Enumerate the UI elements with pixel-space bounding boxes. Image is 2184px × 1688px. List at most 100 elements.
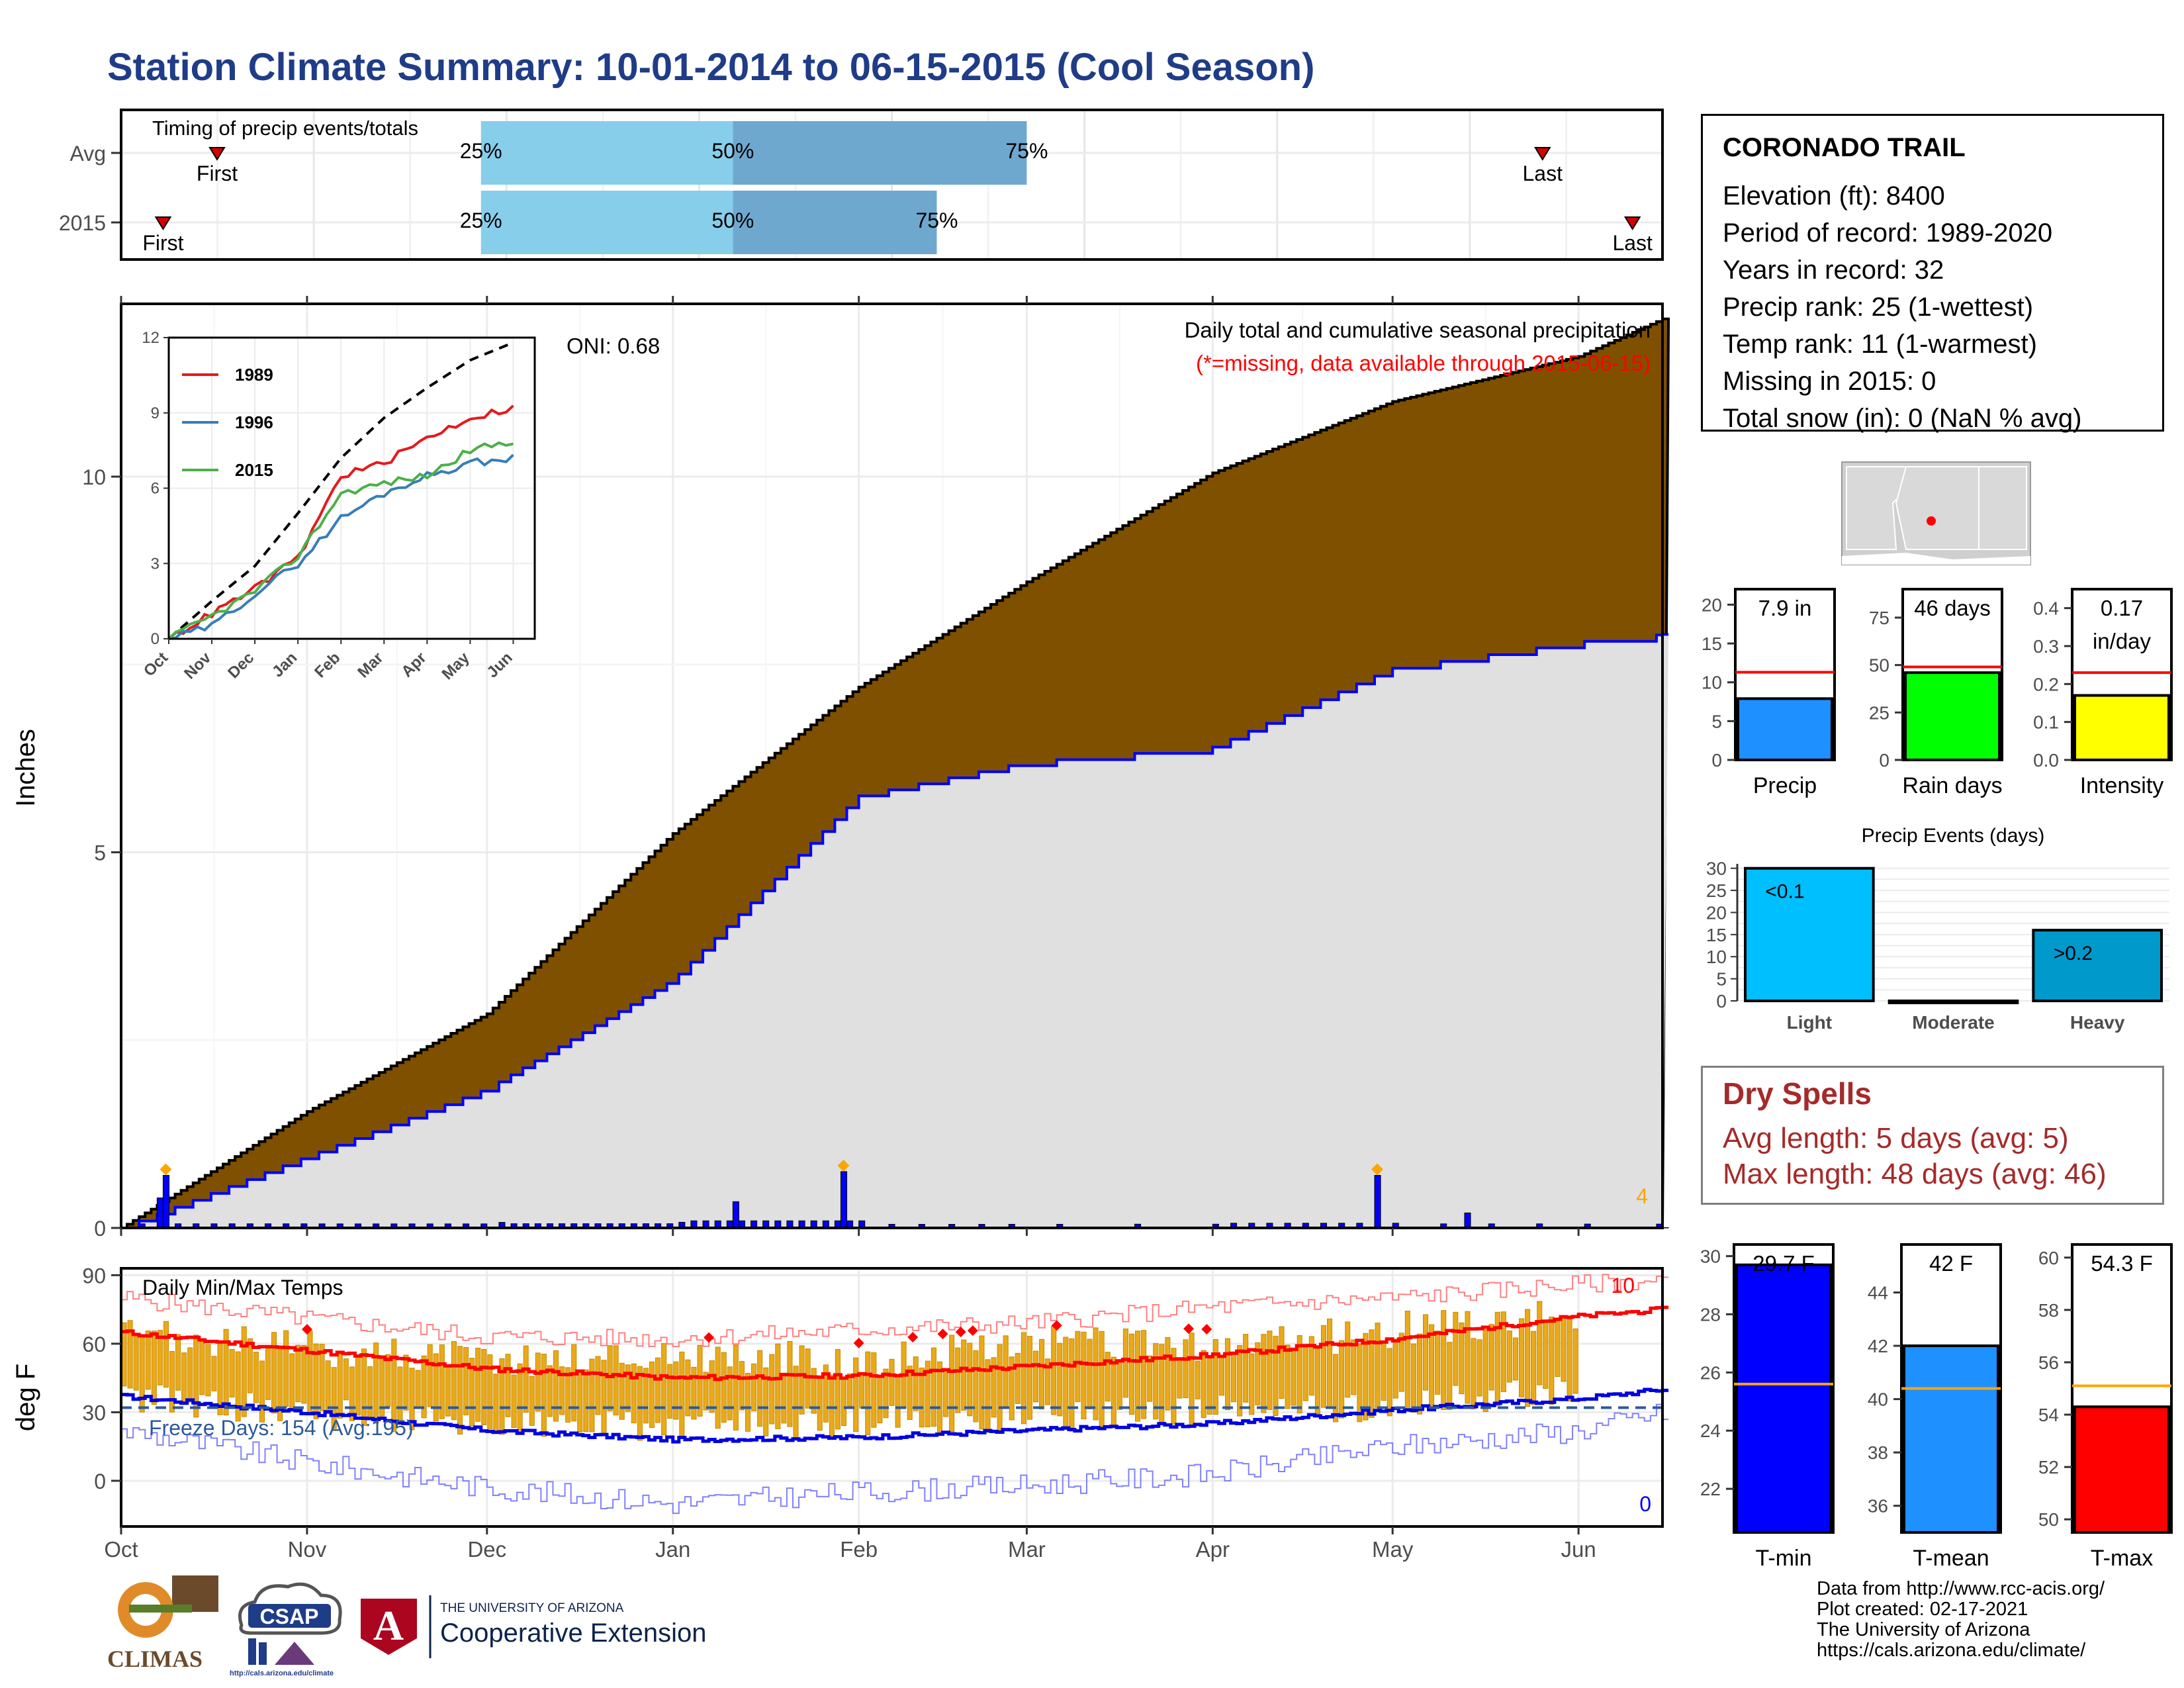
daily-temp-range-bar	[919, 1368, 925, 1428]
dry-spells-title: Dry Spells	[1723, 1076, 1872, 1111]
daily-temp-range-bar	[883, 1368, 889, 1419]
daily-temp-range-bar	[1561, 1315, 1567, 1382]
daily-temp-range-bar	[1500, 1311, 1506, 1392]
daily-temp-range-bar	[283, 1330, 289, 1407]
tmax-x-label: T-max	[2091, 1546, 2153, 1571]
avg-min-line	[121, 1387, 1669, 1444]
tmean-value-label: 42 F	[1929, 1251, 1973, 1276]
events-bar-label: <0.1	[1765, 881, 1804, 903]
inset-y-tick-label: 12	[142, 329, 159, 347]
temp-y-tick-label: 0	[94, 1470, 106, 1493]
daily-temp-range-bar	[1471, 1338, 1477, 1409]
ua-logo-big-text: Cooperative Extension	[440, 1618, 706, 1648]
intensity-x-label: Intensity	[2080, 773, 2164, 798]
temp-x-tick-label: Feb	[840, 1537, 878, 1562]
daily-temp-range-bar	[853, 1357, 859, 1432]
daily-temp-range-bar	[433, 1353, 439, 1422]
daily-temp-range-bar	[1171, 1348, 1177, 1425]
info-missing: Missing in 2015: 0	[1723, 367, 1936, 396]
tmax-y-tick-label: 50	[2038, 1509, 2059, 1530]
daily-temp-range-bar	[781, 1374, 787, 1424]
daily-temp-range-bar	[295, 1344, 301, 1403]
rain-days-x-label: Rain days	[1902, 773, 2002, 798]
daily-temp-range-bar	[721, 1352, 727, 1423]
daily-temp-range-bar	[1494, 1311, 1500, 1407]
daily-temp-range-bar	[553, 1350, 559, 1422]
daily-temp-range-bar	[1147, 1355, 1153, 1402]
daily-temp-range-bar	[247, 1338, 253, 1393]
daily-temp-range-bar	[511, 1374, 517, 1429]
inset-legend-label: 1996	[235, 412, 273, 432]
daily-temp-range-bar	[1051, 1326, 1057, 1415]
precip-y-tick-label: 10	[82, 465, 106, 489]
precip-y-axis-label: Inches	[11, 729, 40, 807]
obs-cumulative-line	[121, 633, 1669, 1229]
daily-temp-range-bar	[1224, 1338, 1231, 1411]
daily-temp-range-bar	[1441, 1310, 1447, 1410]
ua-logo-small-text: THE UNIVERSITY OF ARIZONA	[440, 1601, 624, 1615]
events-bar-label: >0.2	[2054, 943, 2093, 964]
daily-temp-range-bar	[1063, 1336, 1069, 1430]
daily-temp-range-bar	[709, 1360, 715, 1413]
daily-temp-range-bar	[1375, 1323, 1381, 1409]
inset-series-1989	[167, 404, 514, 640]
daily-temp-range-bar	[1447, 1342, 1453, 1410]
temp-x-tick-label: Oct	[104, 1537, 138, 1562]
timing-row-label: 2015	[59, 211, 106, 235]
oni-label: ONI: 0.68	[567, 334, 660, 358]
daily-temp-range-bar	[127, 1320, 133, 1389]
temp-x-tick-label: Mar	[1008, 1537, 1046, 1562]
daily-temp-range-bar	[1302, 1346, 1308, 1401]
page-title: Station Climate Summary: 10-01-2014 to 0…	[107, 46, 1315, 89]
daily-temp-range-bar	[1255, 1342, 1261, 1406]
daily-temp-range-bar	[823, 1364, 829, 1423]
daily-temp-range-bar	[925, 1360, 931, 1428]
daily-temp-range-bar	[583, 1369, 589, 1432]
daily-temp-range-bar	[1297, 1335, 1302, 1414]
record-high-marker	[1183, 1323, 1195, 1335]
intensity-y-tick-label: 0.1	[2033, 712, 2059, 733]
daily-temp-range-bar	[871, 1352, 877, 1428]
daily-temp-range-bar	[493, 1374, 499, 1434]
tmean-y-tick-label: 36	[1868, 1496, 1888, 1517]
daily-temp-range-bar	[253, 1352, 259, 1403]
daily-temp-range-bar	[1387, 1348, 1392, 1417]
svg-text:A: A	[373, 1602, 404, 1649]
daily-temp-range-bar	[1465, 1311, 1471, 1404]
daily-temp-range-bar	[1122, 1329, 1128, 1398]
timing-bar-50-75	[733, 191, 937, 254]
daily-temp-range-bar	[1045, 1358, 1051, 1405]
daily-temp-range-bar	[949, 1335, 955, 1432]
daily-temp-range-bar	[577, 1371, 583, 1433]
daily-temp-range-bar	[685, 1359, 691, 1417]
daily-temp-range-bar	[739, 1361, 745, 1411]
daily-temp-range-bar	[1285, 1344, 1291, 1409]
daily-temp-range-bar	[637, 1366, 643, 1441]
daily-temp-range-bar	[523, 1345, 529, 1413]
daily-temp-range-bar	[877, 1375, 883, 1424]
daily-temp-range-bar	[1567, 1319, 1572, 1402]
daily-temp-range-bar	[1021, 1332, 1026, 1425]
events-bar-moderate	[1888, 1000, 2019, 1004]
daily-temp-range-bar	[1009, 1356, 1015, 1421]
record-high-marker	[301, 1324, 312, 1335]
daily-temp-range-bar	[1488, 1324, 1494, 1391]
temp-x-tick-label: Dec	[467, 1537, 506, 1562]
events-x-label: Heavy	[2070, 1012, 2125, 1033]
daily-temp-range-bar	[1111, 1356, 1116, 1429]
daily-temp-range-bar	[936, 1361, 943, 1432]
daily-temp-range-bar	[1231, 1352, 1237, 1403]
timing-marker-last	[1623, 216, 1641, 230]
daily-temp-range-bar	[211, 1356, 217, 1391]
intensity-y-tick-label: 0.0	[2033, 750, 2059, 771]
extreme-precip-marker	[159, 1163, 172, 1176]
info-years: Years in record: 32	[1723, 256, 1944, 285]
daily-temp-range-bar	[673, 1361, 679, 1420]
record-max-line	[121, 1274, 1669, 1348]
daily-temp-range-bar	[439, 1344, 445, 1419]
daily-temp-range-bar	[745, 1372, 751, 1432]
info-period: Period of record: 1989-2020	[1723, 218, 2053, 248]
daily-temp-range-bar	[1549, 1317, 1555, 1405]
daily-temp-range-bar	[199, 1339, 205, 1395]
tmax-value-label: 54.3 F	[2091, 1251, 2153, 1276]
